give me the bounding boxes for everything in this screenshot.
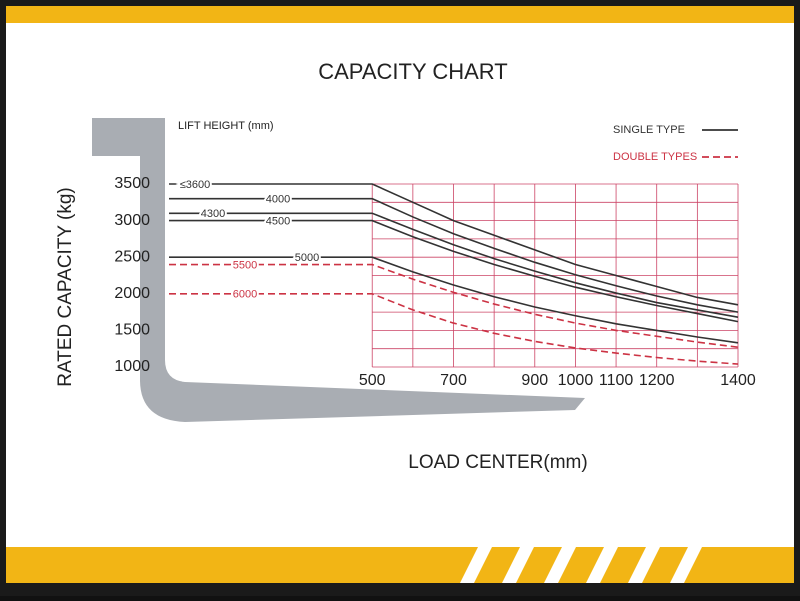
y-tick-label: 2500 (114, 248, 150, 265)
y-tick-label: 2000 (114, 285, 150, 302)
hazard-stripes (460, 547, 702, 583)
bottom-band (6, 547, 794, 583)
y-axis-label: RATED CAPACITY (kg) (55, 187, 76, 387)
card (6, 6, 794, 586)
x-tick-label: 900 (521, 372, 548, 389)
y-tick-label: 3500 (114, 175, 150, 192)
legend-label: DOUBLE TYPES (613, 151, 697, 163)
line-label: 5000 (295, 252, 319, 264)
line-label: 6000 (233, 289, 257, 301)
line-label: 4300 (201, 208, 225, 220)
x-axis-label: LOAD CENTER(mm) (408, 452, 587, 473)
line-label: ≤3600 (180, 179, 211, 191)
line-label: 4000 (266, 194, 290, 206)
bottom-edge (6, 583, 794, 590)
legend-label: SINGLE TYPE (613, 124, 685, 136)
capacity-line (169, 197, 739, 313)
line-label: 5500 (233, 259, 257, 271)
x-tick-label: 1000 (558, 372, 594, 389)
line-label: 4500 (266, 216, 290, 228)
capacity-line (169, 219, 739, 323)
x-tick-label: 1200 (639, 372, 675, 389)
fork-graphic (92, 118, 585, 422)
capacity-line (169, 256, 739, 344)
capacity-line (169, 292, 739, 365)
x-tick-label: 700 (440, 372, 467, 389)
capacity-line (169, 212, 739, 319)
y-tick-label: 1000 (114, 358, 150, 375)
y-tick-label: 3000 (114, 212, 150, 229)
top-band (6, 6, 794, 23)
x-tick-label: 1400 (720, 372, 756, 389)
capacity-line (169, 183, 739, 306)
chart-title: CAPACITY CHART (318, 59, 507, 84)
capacity-line (169, 263, 739, 349)
subtitle: LIFT HEIGHT (mm) (178, 120, 274, 132)
x-tick-label: 1100 (599, 372, 634, 389)
x-tick-label: 500 (359, 372, 386, 389)
y-tick-label: 1500 (114, 322, 150, 339)
